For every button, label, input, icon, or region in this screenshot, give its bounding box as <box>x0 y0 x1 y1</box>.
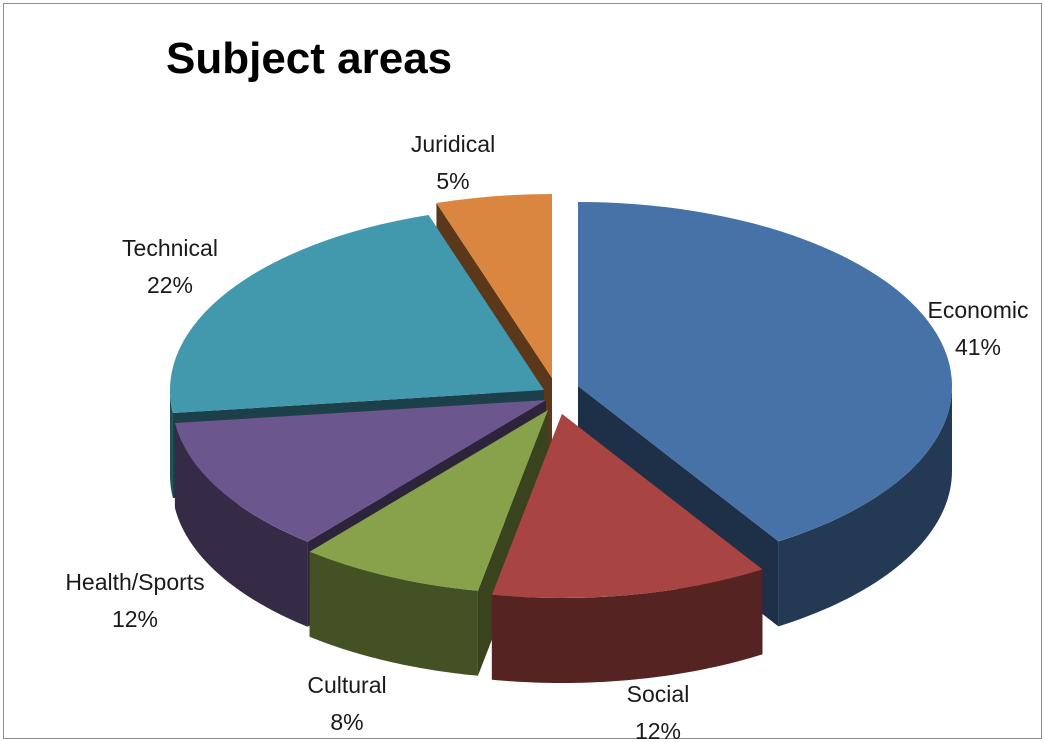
slice-value-technical: 22% <box>147 272 193 298</box>
slice-side-technical-0 <box>170 390 173 499</box>
slice-side-health-sports-0 <box>174 423 308 627</box>
slice-label-social: Social <box>627 681 690 707</box>
slice-side-social-0 <box>491 569 763 683</box>
slice-side-cultural-0 <box>309 551 478 676</box>
slice-social <box>491 414 763 598</box>
slice-economic <box>578 202 952 542</box>
slice-label-economic: Economic <box>928 297 1029 323</box>
slice-value-cultural: 8% <box>330 709 363 735</box>
slice-label-health-sports: Health/Sports <box>65 569 204 595</box>
slice-value-economic: 41% <box>955 334 1001 360</box>
slice-value-social: 12% <box>635 718 681 742</box>
slice-value-health-sports: 12% <box>112 606 158 632</box>
slice-value-juridical: 5% <box>436 168 469 194</box>
chart-title: Subject areas <box>166 34 453 83</box>
slice-health-sports <box>174 400 546 542</box>
slice-technical <box>170 215 544 414</box>
slice-juridical <box>436 194 552 378</box>
slice-side-economic-0 <box>778 386 952 627</box>
slice-label-technical: Technical <box>122 235 218 261</box>
slice-label-juridical: Juridical <box>411 131 495 157</box>
slice-cultural <box>309 410 548 591</box>
slice-label-cultural: Cultural <box>307 672 386 698</box>
